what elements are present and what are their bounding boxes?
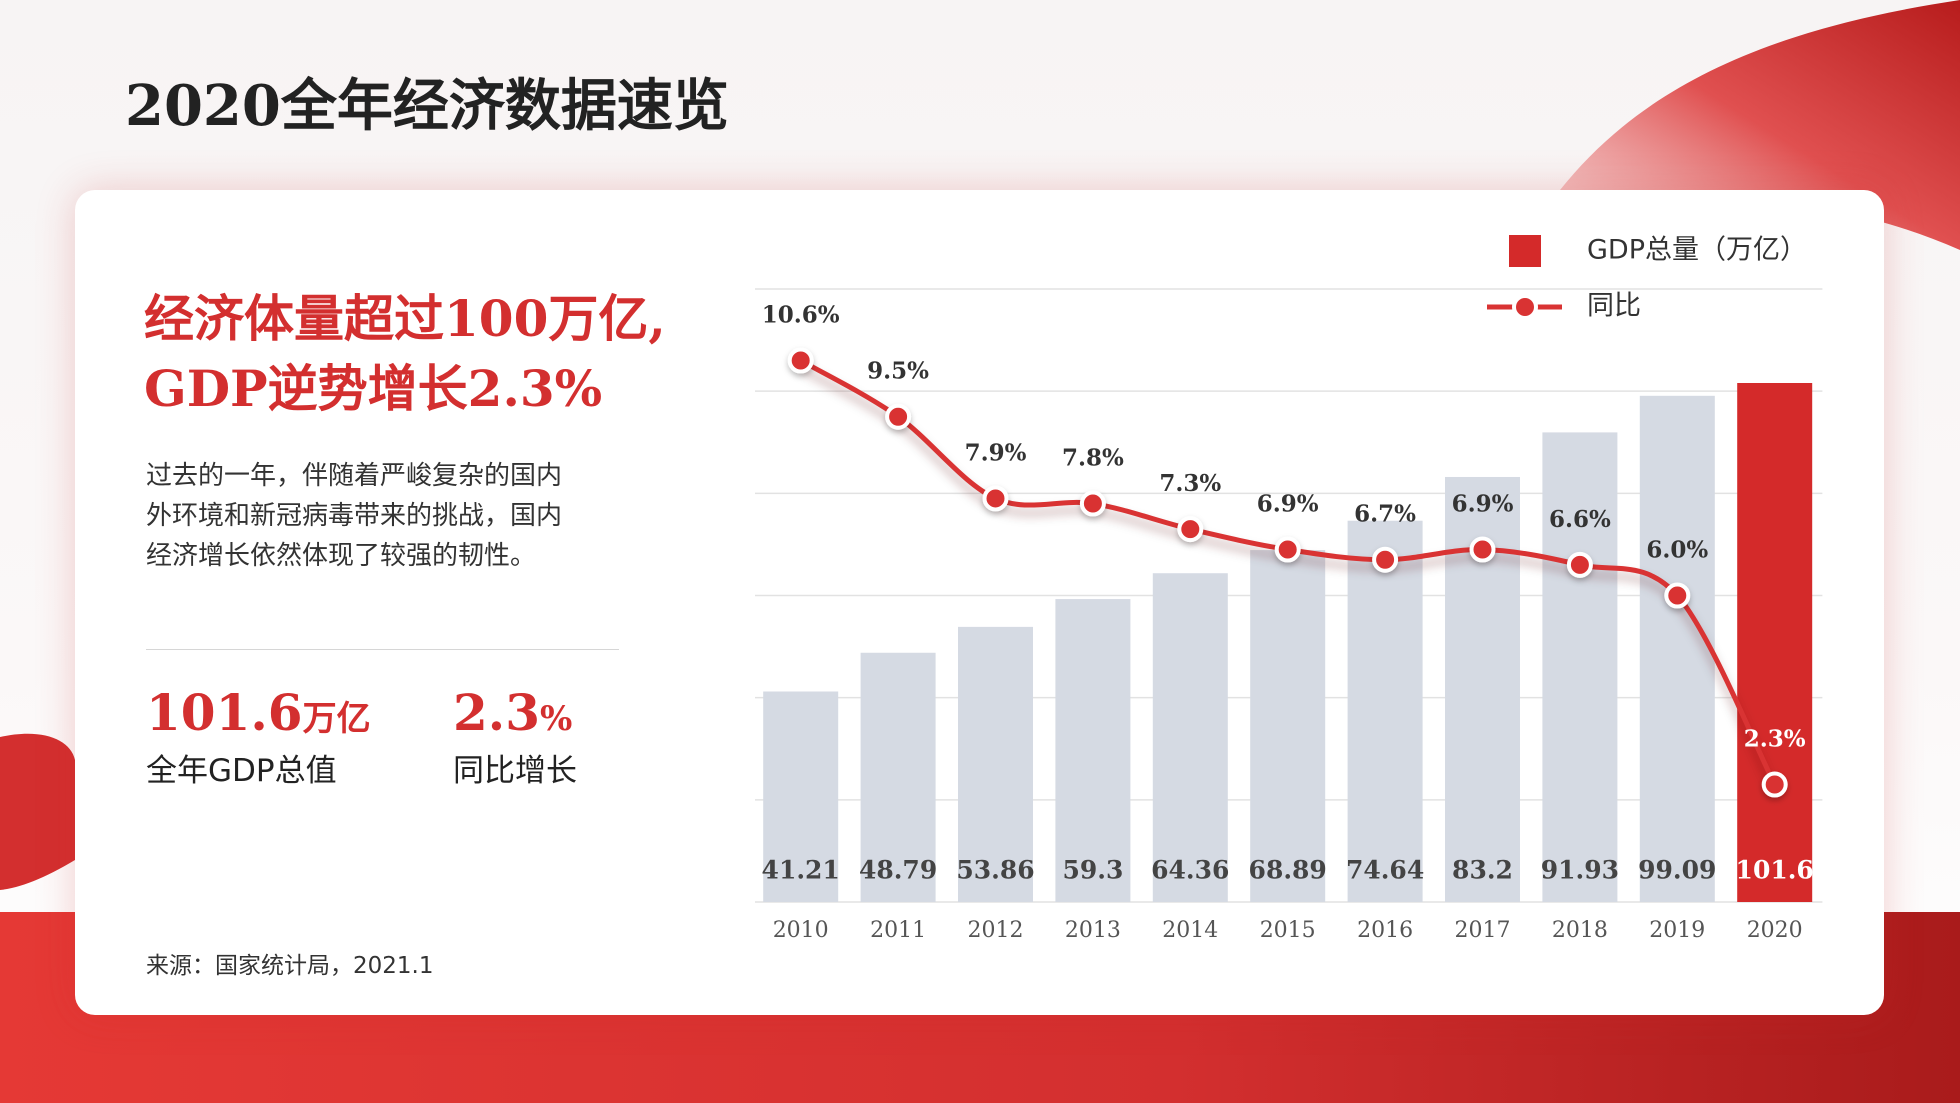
- bar-value-label: 59.3: [1062, 856, 1123, 885]
- bar-value-label: 91.93: [1541, 856, 1619, 885]
- line-value-label: 9.5%: [867, 358, 929, 385]
- bar: [1347, 520, 1423, 902]
- x-tick-label: 2018: [1552, 918, 1608, 943]
- bar: [1152, 573, 1228, 902]
- line-point: [1469, 536, 1496, 563]
- bar: [860, 652, 936, 902]
- ribbon: [1560, 0, 1960, 250]
- legend-label: GDP总量（万亿）: [1587, 235, 1807, 266]
- headline: GDP逆势增长2.3%: [144, 359, 603, 418]
- x-tick-label: 2017: [1455, 918, 1511, 943]
- stat-number: 101.6: [146, 683, 303, 742]
- stat-value: 101.6万亿: [146, 683, 371, 749]
- line-value-label: 6.6%: [1549, 506, 1611, 533]
- line-value-label: 6.7%: [1354, 501, 1416, 528]
- line-value-label: 6.9%: [1452, 491, 1514, 518]
- headline: 经济体量超过100万亿,: [144, 289, 666, 348]
- bar-value-label: 48.79: [859, 856, 937, 885]
- line-value-label: 10.6%: [762, 302, 840, 329]
- paragraph-line: 外环境和新冠病毒带来的挑战，国内: [146, 501, 563, 531]
- line-point: [1566, 551, 1593, 578]
- line-point: [1372, 546, 1399, 573]
- bar: [763, 691, 839, 902]
- line-value-label: 6.0%: [1646, 537, 1708, 564]
- line-point: [982, 485, 1009, 512]
- line-point: [1079, 490, 1106, 517]
- line-point: [1177, 516, 1204, 543]
- line-value-label: 6.9%: [1257, 491, 1319, 518]
- line-value-label: 7.3%: [1159, 470, 1221, 497]
- legend-swatch: [1512, 294, 1538, 320]
- paragraph-line: 过去的一年，伴随着严峻复杂的国内: [146, 461, 563, 491]
- x-tick-label: 2013: [1065, 918, 1121, 943]
- x-tick-label: 2014: [1162, 918, 1218, 943]
- stat-label: 同比增长: [453, 753, 577, 789]
- x-tick-label: 2015: [1260, 918, 1316, 943]
- x-tick-label: 2011: [870, 918, 926, 943]
- bar-value-label: 101.6: [1736, 856, 1814, 885]
- bar-value-label: 53.86: [956, 856, 1034, 885]
- stat-value: 2.3%: [453, 683, 572, 749]
- divider: [146, 649, 619, 650]
- ribbon: [0, 733, 75, 890]
- bar-value-label: 64.36: [1151, 856, 1229, 885]
- source-note: 来源：国家统计局，2021.1: [146, 953, 434, 979]
- bar-value-label: 83.2: [1452, 856, 1513, 885]
- stat-unit: %: [540, 699, 573, 739]
- legend-label: 同比: [1587, 291, 1641, 322]
- x-tick-label: 2016: [1357, 918, 1413, 943]
- bar-value-label: 99.09: [1638, 856, 1716, 885]
- x-tick-label: 2020: [1747, 918, 1803, 943]
- line-point: [885, 403, 912, 430]
- stat-number: 2.3: [453, 683, 540, 742]
- bar: [1055, 599, 1131, 902]
- bar: [1250, 550, 1326, 902]
- stat-label: 全年GDP总值: [146, 753, 337, 789]
- line-point: [1274, 536, 1301, 563]
- x-tick-label: 2010: [773, 918, 829, 943]
- x-tick-label: 2019: [1649, 918, 1705, 943]
- x-tick-label: 2012: [968, 918, 1024, 943]
- line-point: [787, 347, 814, 374]
- bar-value-label: 74.64: [1346, 856, 1424, 885]
- bar: [1737, 382, 1813, 902]
- bar: [1542, 432, 1618, 902]
- line-point: [1761, 771, 1788, 798]
- paragraph-line: 经济增长依然体现了较强的韧性。: [146, 541, 537, 571]
- line-point: [1664, 582, 1691, 609]
- line-value-label: 7.9%: [965, 439, 1027, 466]
- stat-unit: 万亿: [302, 699, 371, 739]
- bar: [1639, 395, 1715, 902]
- bar-value-label: 41.21: [762, 856, 840, 885]
- line-value-label: 7.8%: [1062, 445, 1124, 472]
- bar: [958, 626, 1033, 902]
- legend-swatch: [1509, 235, 1541, 267]
- line-value-label: 2.3%: [1744, 726, 1806, 753]
- bar-value-label: 68.89: [1249, 856, 1327, 885]
- page-title: 2020全年经济数据速览: [125, 73, 729, 139]
